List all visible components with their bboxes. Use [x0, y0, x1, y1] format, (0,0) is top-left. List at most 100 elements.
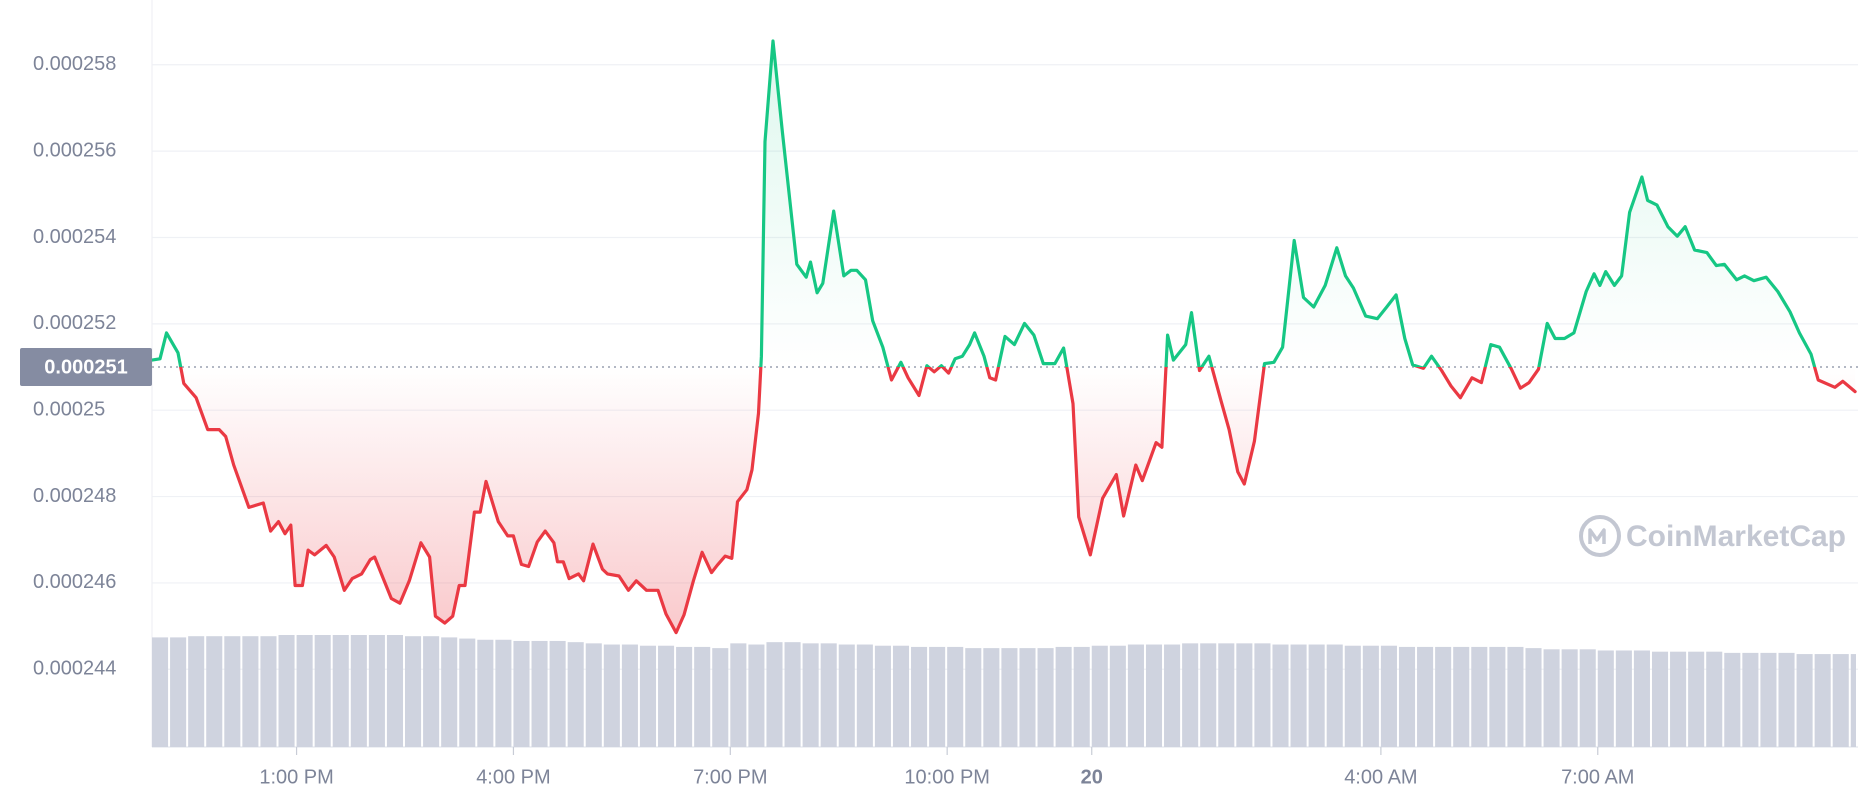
volume-bar	[531, 640, 548, 747]
volume-bar	[1471, 646, 1488, 747]
volume-bar	[423, 636, 440, 747]
watermark-logo-mark	[1588, 528, 1606, 544]
price-line	[150, 39, 1857, 635]
volume-bar	[1019, 648, 1036, 747]
volume-bar	[1507, 646, 1524, 747]
volume-bar	[1001, 648, 1018, 747]
volume-bar	[296, 635, 313, 747]
volume-bar	[1308, 644, 1325, 747]
volume-bar	[513, 640, 530, 747]
volume-bar	[441, 637, 458, 747]
volume-bar	[1778, 652, 1795, 747]
volume-bar	[170, 637, 187, 747]
y-tick-label: 0.000252	[33, 312, 116, 334]
volume-bar	[730, 643, 747, 747]
volume-bar	[206, 636, 223, 747]
y-tick-label: 0.000248	[33, 485, 116, 507]
volume-bar	[405, 636, 422, 747]
volume-bar	[1489, 646, 1506, 747]
volume-bar	[368, 635, 385, 747]
volume-bar	[1037, 648, 1054, 747]
volume-bar	[1760, 652, 1777, 747]
y-tick-label: 0.00025	[33, 398, 105, 420]
x-tick-label: 4:00 AM	[1344, 766, 1417, 788]
volume-bar	[278, 635, 295, 747]
volume-bar	[1398, 646, 1416, 747]
volume-bar	[1164, 644, 1181, 747]
volume-bar	[1651, 651, 1669, 747]
volume-bar	[748, 644, 765, 747]
y-tick-label: 0.000258	[33, 53, 116, 75]
reference-label: 0.000251	[44, 356, 127, 378]
volume-bar	[1417, 646, 1434, 747]
volume-bar	[1362, 645, 1379, 747]
volume-bar	[1344, 645, 1361, 747]
volume-bar	[1073, 646, 1090, 747]
volume-bar	[1380, 645, 1397, 747]
volume-bar	[1832, 654, 1849, 747]
volume-bar	[1236, 643, 1253, 747]
volume-bars	[152, 635, 1856, 747]
volume-bar	[1290, 644, 1307, 747]
x-tick-label: 7:00 PM	[693, 766, 767, 788]
volume-bar	[1796, 654, 1813, 747]
y-tick-label: 0.000246	[33, 571, 116, 593]
volume-bar	[1561, 649, 1578, 747]
volume-bar	[1525, 648, 1542, 747]
volume-bar	[892, 645, 910, 747]
x-tick-label: 20	[1081, 766, 1103, 788]
volume-bar	[459, 638, 476, 747]
axis-labels: 0.000244 0.000246 0.000248 0.00025 0.000252 0…	[20, 53, 1634, 788]
volume-bar	[585, 643, 602, 747]
x-tick-label: 10:00 PM	[904, 766, 990, 788]
volume-bar	[983, 648, 1000, 747]
volume-bar	[242, 636, 259, 747]
volume-bar	[838, 644, 855, 747]
volume-bar	[1326, 644, 1343, 747]
y-tick-label: 0.000256	[33, 139, 116, 161]
volume-bar	[332, 635, 349, 747]
volume-bar	[766, 642, 783, 747]
watermark-text: CoinMarketCap	[1626, 520, 1846, 553]
volume-bar	[1688, 651, 1705, 747]
volume-bar	[477, 639, 494, 747]
volume-bar	[1218, 643, 1235, 747]
volume-bar	[676, 646, 693, 747]
x-tick-label: 1:00 PM	[259, 766, 333, 788]
volume-bar	[1272, 644, 1289, 747]
volume-bar	[260, 636, 277, 747]
volume-bar	[658, 645, 675, 747]
volume-bar	[152, 637, 169, 747]
volume-bar	[929, 646, 946, 747]
volume-bar	[495, 639, 512, 747]
volume-bar	[1814, 654, 1831, 747]
volume-bar	[1200, 643, 1217, 747]
volume-bar	[350, 635, 367, 747]
y-tick-label: 0.000244	[33, 658, 116, 680]
volume-bar	[1435, 646, 1452, 747]
volume-bar	[1850, 654, 1856, 747]
reference-label-box	[20, 348, 152, 387]
volume-bar	[1091, 645, 1108, 747]
plot	[150, 39, 1858, 635]
volume-bar	[1182, 643, 1199, 747]
volume-bar	[856, 644, 873, 747]
volume-bar	[1055, 646, 1072, 747]
volume-bar	[1706, 651, 1723, 747]
volume-bar	[1145, 644, 1163, 747]
volume-bar	[965, 648, 982, 747]
watermark-logo	[1579, 515, 1621, 557]
watermark: CoinMarketCap	[1579, 515, 1846, 557]
price-area	[152, 41, 1856, 633]
volume-bar	[1579, 649, 1596, 747]
volume-bar	[820, 643, 837, 747]
volume-bar	[549, 640, 566, 747]
volume-bar	[224, 636, 241, 747]
volume-bar	[1543, 649, 1560, 747]
x-tick-label: 7:00 AM	[1561, 766, 1634, 788]
volume-bar	[911, 646, 928, 747]
volume-bar	[1597, 650, 1614, 747]
volume-bar	[802, 643, 819, 747]
